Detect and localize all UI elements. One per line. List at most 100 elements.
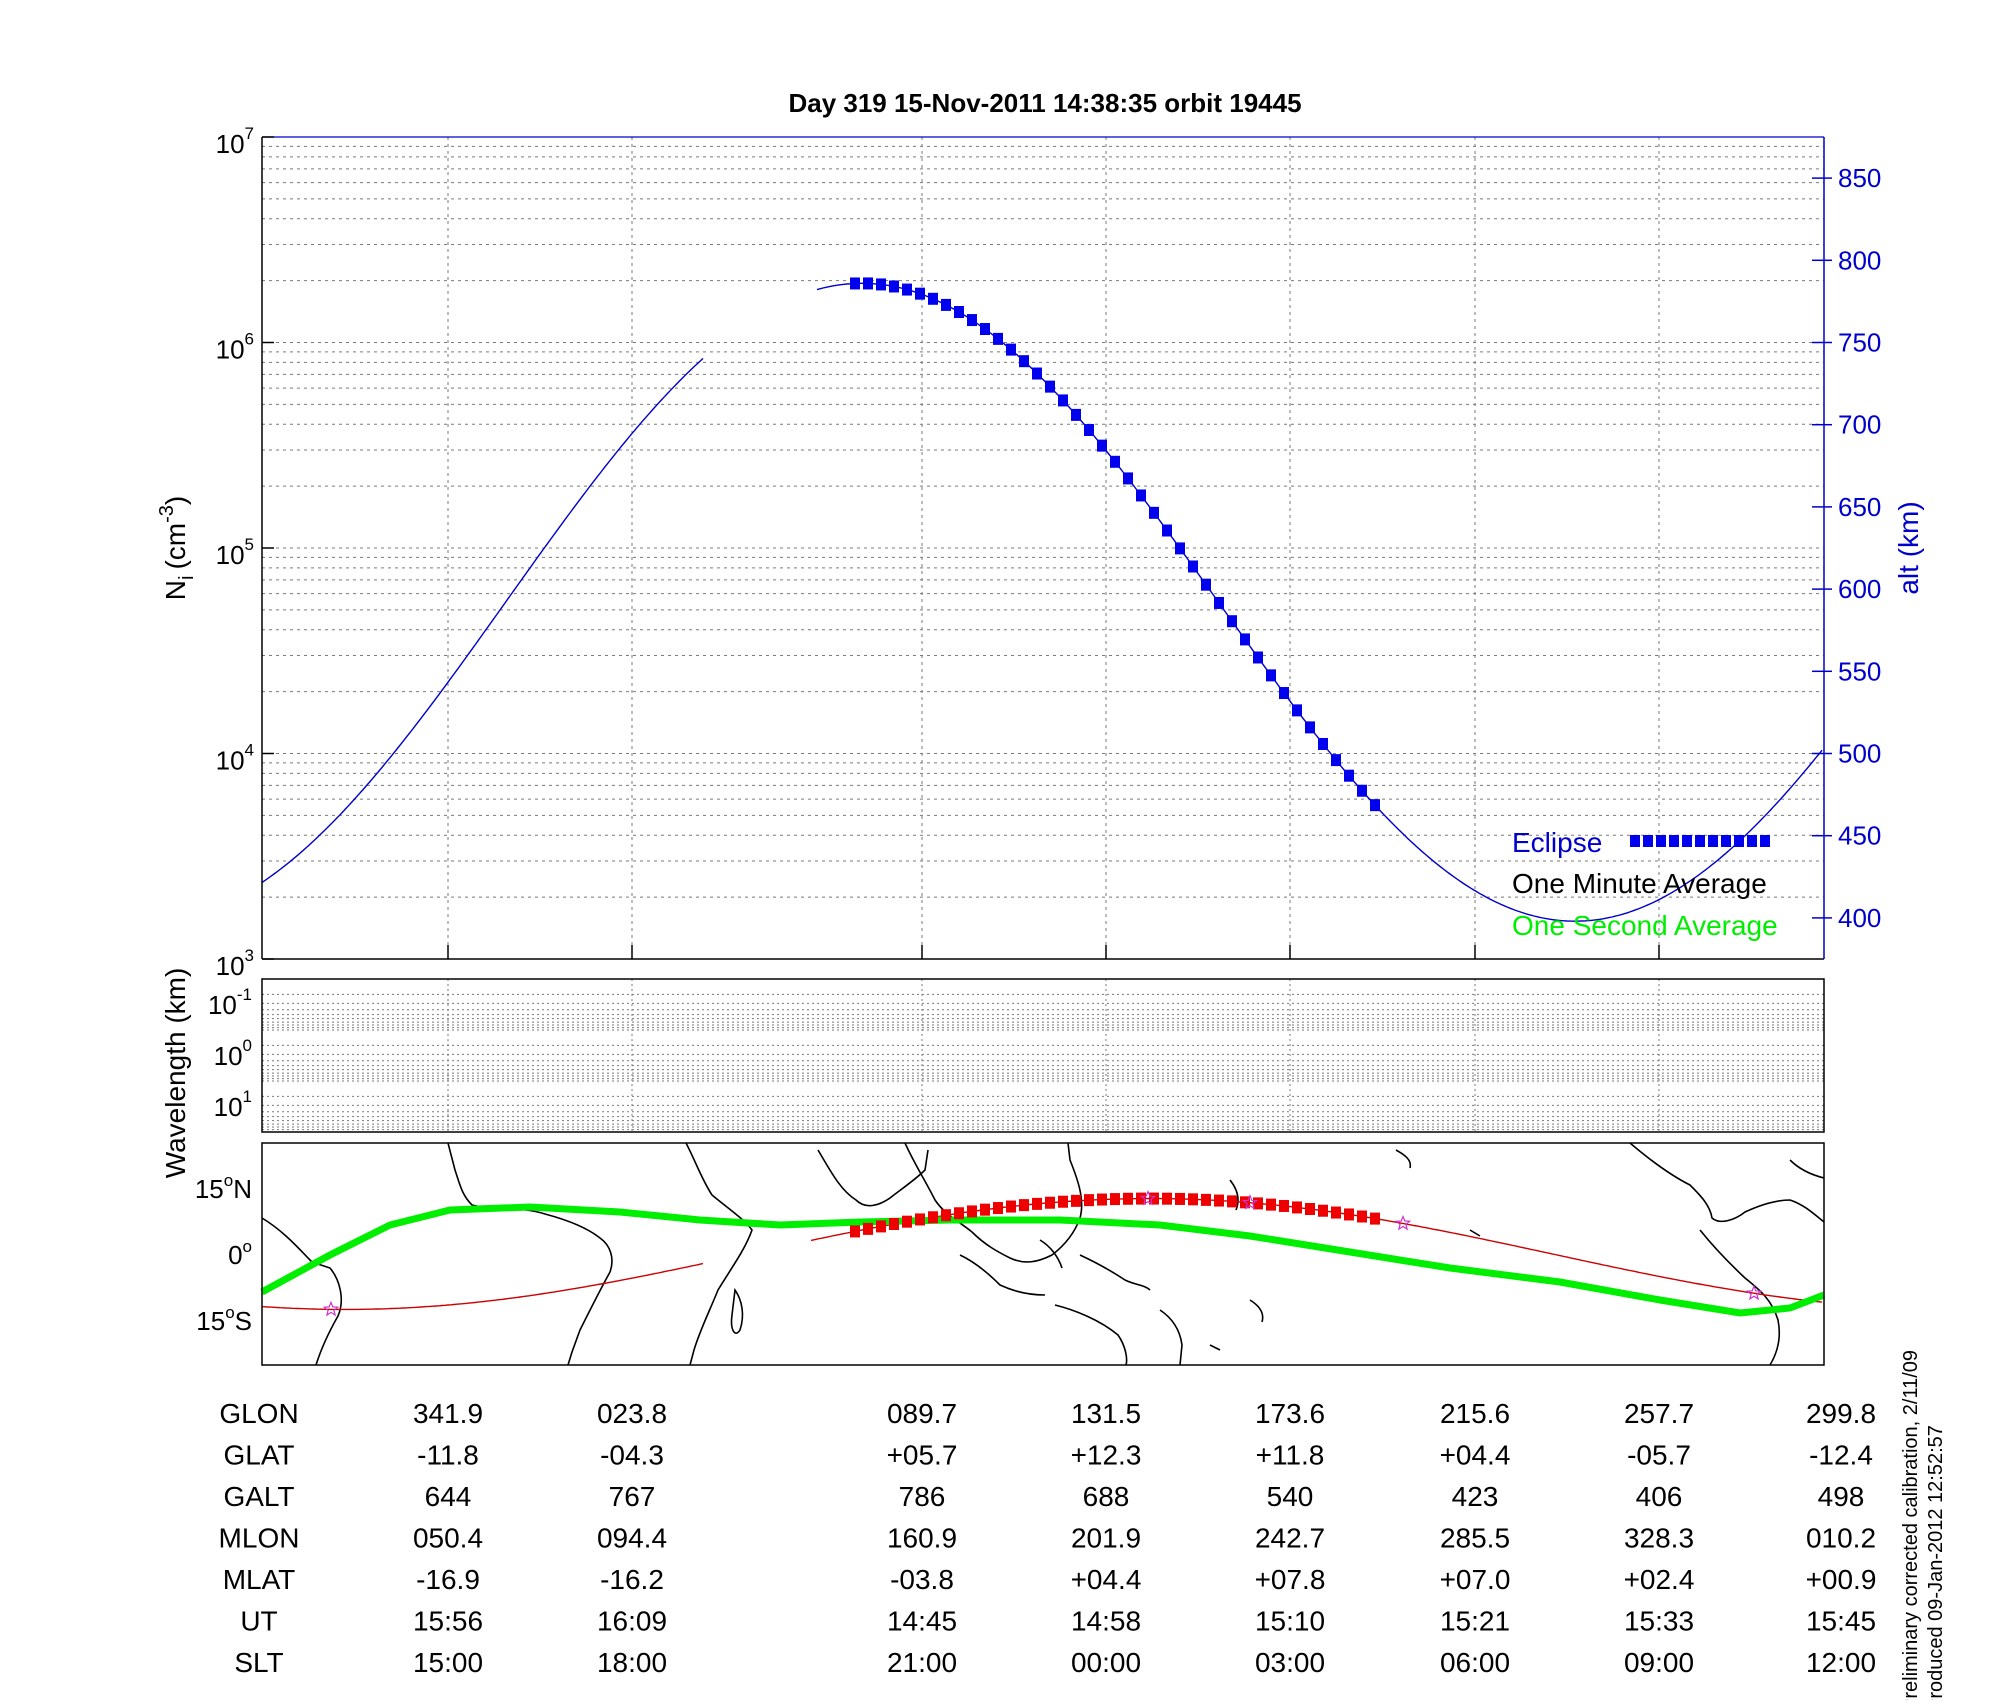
map-background [262, 1143, 1824, 1365]
map-eclipse-mark [967, 1205, 977, 1218]
table-cell: 498 [1818, 1481, 1865, 1512]
density-tick-exp: 7 [245, 124, 254, 143]
table-cell: +12.3 [1071, 1440, 1142, 1471]
altitude-tick-label: 400 [1838, 903, 1881, 933]
table-cell: 06:00 [1440, 1647, 1510, 1678]
eclipse-mark [1006, 343, 1016, 356]
wavelength-tick-label: 10-1 [208, 985, 252, 1020]
eclipse-mark [1149, 506, 1159, 519]
map-eclipse-mark [1318, 1204, 1328, 1217]
altitude-tick-label: 850 [1838, 163, 1881, 193]
map-lat-value: 15 [195, 1174, 224, 1204]
map-frame [261, 1142, 1825, 1366]
coastline-hawaii [1395, 1149, 1481, 1237]
map-eclipse-mark [1331, 1206, 1341, 1219]
eclipse-mark [902, 283, 912, 296]
map-star-marker [1394, 1214, 1412, 1231]
coastline-madagascar [730, 1287, 744, 1334]
table-cell: 18:00 [597, 1647, 667, 1678]
eclipse-mark [1318, 737, 1328, 750]
table-row-label: MLAT [223, 1564, 296, 1595]
eclipse-mark [1032, 367, 1042, 380]
wavelength-tick-exp: 1 [243, 1087, 252, 1106]
wavelength-axis-ticks: 10-1 100 101 [208, 985, 252, 1122]
altitude-tick-label: 650 [1838, 492, 1881, 522]
map-eclipse-mark [1071, 1194, 1081, 1207]
coastline-indonesia [959, 1239, 1151, 1296]
table-cell: 15:21 [1440, 1606, 1510, 1637]
map-eclipse-mark [1097, 1193, 1107, 1206]
density-tick-exp: 3 [245, 946, 254, 965]
legend-eclipse-mark [1656, 835, 1666, 847]
altitude-tick-label: 750 [1838, 328, 1881, 358]
table-cell: +11.8 [1256, 1440, 1325, 1471]
eclipse-mark [1201, 578, 1211, 591]
legend-eclipse-mark [1734, 835, 1744, 847]
altitude-axis-label: alt (km) [1893, 501, 1924, 594]
table-cell: 15:33 [1624, 1606, 1694, 1637]
eclipse-mark [1344, 769, 1354, 782]
density-tick-label: 104 [216, 741, 254, 776]
table-cell: +05.7 [887, 1440, 958, 1471]
eclipse-mark [1279, 687, 1289, 700]
table-cell: -11.8 [417, 1440, 479, 1471]
altitude-tick-label: 450 [1838, 821, 1881, 851]
legend: Eclipse One Minute Average One Second Av… [1512, 827, 1778, 941]
wavelength-tick-label: 100 [214, 1036, 252, 1071]
map-lat-tick-label: 15oS [196, 1303, 252, 1336]
map-eclipse-mark [1214, 1194, 1224, 1207]
table-cell: 15:10 [1255, 1606, 1325, 1637]
table-cell: +07.8 [1255, 1564, 1326, 1595]
eclipse-mark [889, 280, 899, 293]
table-cell: +02.4 [1624, 1564, 1695, 1595]
eclipse-mark [967, 314, 977, 327]
table-cell: 688 [1083, 1481, 1130, 1512]
eclipse-mark [1253, 651, 1263, 664]
table-cell: 328.3 [1624, 1523, 1694, 1554]
map-eclipse-mark [1006, 1200, 1016, 1213]
map-lat-direction: N [233, 1174, 252, 1204]
top-panel-x-ticks [447, 945, 1660, 959]
table-cell: -04.3 [600, 1440, 664, 1471]
eclipse-mark [1188, 560, 1198, 573]
map-lat-degree: o [243, 1237, 252, 1256]
legend-eclipse-mark [1721, 835, 1731, 847]
map-eclipse-mark [1292, 1201, 1302, 1214]
table-cell: 023.8 [597, 1398, 667, 1429]
legend-eclipse-mark [1708, 835, 1718, 847]
side-note-calibration: Preliminary corrected calibration, 2/11/… [1900, 1350, 1922, 1700]
coastline-arabia-india [817, 1149, 929, 1207]
table-cell: 14:58 [1071, 1606, 1141, 1637]
table-row-label: GLAT [223, 1440, 294, 1471]
eclipse-mark [1266, 669, 1276, 682]
table-cell: 160.9 [887, 1523, 957, 1554]
legend-eclipse-mark [1682, 835, 1692, 847]
altitude-tick-label: 500 [1838, 739, 1881, 769]
density-tick-label: 103 [216, 946, 254, 981]
table-cell: 299.8 [1806, 1398, 1876, 1429]
eclipse-mark [1305, 721, 1315, 734]
density-label-unit-sup: -3 [156, 505, 178, 523]
table-cell: +07.0 [1440, 1564, 1511, 1595]
wavelength-tick-label: 101 [214, 1087, 252, 1122]
density-label-close: ) [160, 496, 191, 505]
coastline-australia [1054, 1304, 1183, 1366]
eclipse-mark [980, 323, 990, 336]
map-eclipse-mark [1253, 1197, 1263, 1210]
wavelength-tick-base: 10 [214, 1092, 243, 1122]
map-eclipse-mark [1110, 1193, 1120, 1206]
eclipse-mark [863, 277, 873, 290]
table-cell: +00.9 [1806, 1564, 1877, 1595]
map-star-marker [1745, 1284, 1763, 1301]
table-cell: 215.6 [1440, 1398, 1510, 1429]
table-cell: 131.5 [1071, 1398, 1141, 1429]
table-cell: 03:00 [1255, 1647, 1325, 1678]
table-cell: 15:00 [413, 1647, 483, 1678]
eclipse-mark [1058, 394, 1068, 407]
wavelength-panel-frame [261, 978, 1825, 1133]
density-label-n: N [160, 580, 191, 600]
